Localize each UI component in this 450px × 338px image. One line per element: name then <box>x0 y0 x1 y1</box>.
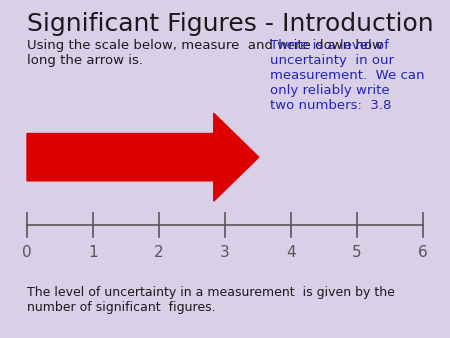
Text: The level of uncertainty in a measurement  is given by the
number of significant: The level of uncertainty in a measuremen… <box>27 286 395 314</box>
Text: 0: 0 <box>22 245 32 260</box>
Text: Significant Figures - Introduction: Significant Figures - Introduction <box>27 12 434 36</box>
Text: Using the scale below, measure  and write down how
long the arrow is.: Using the scale below, measure and write… <box>27 39 383 67</box>
Text: 2: 2 <box>154 245 164 260</box>
Text: 5: 5 <box>352 245 362 260</box>
Text: There is a level of
uncertainty  in our
measurement.  We can
only reliably write: There is a level of uncertainty in our m… <box>270 39 424 112</box>
Text: 4: 4 <box>286 245 296 260</box>
Polygon shape <box>27 113 259 201</box>
Text: 1: 1 <box>88 245 98 260</box>
Text: 6: 6 <box>418 245 428 260</box>
Text: 3: 3 <box>220 245 230 260</box>
